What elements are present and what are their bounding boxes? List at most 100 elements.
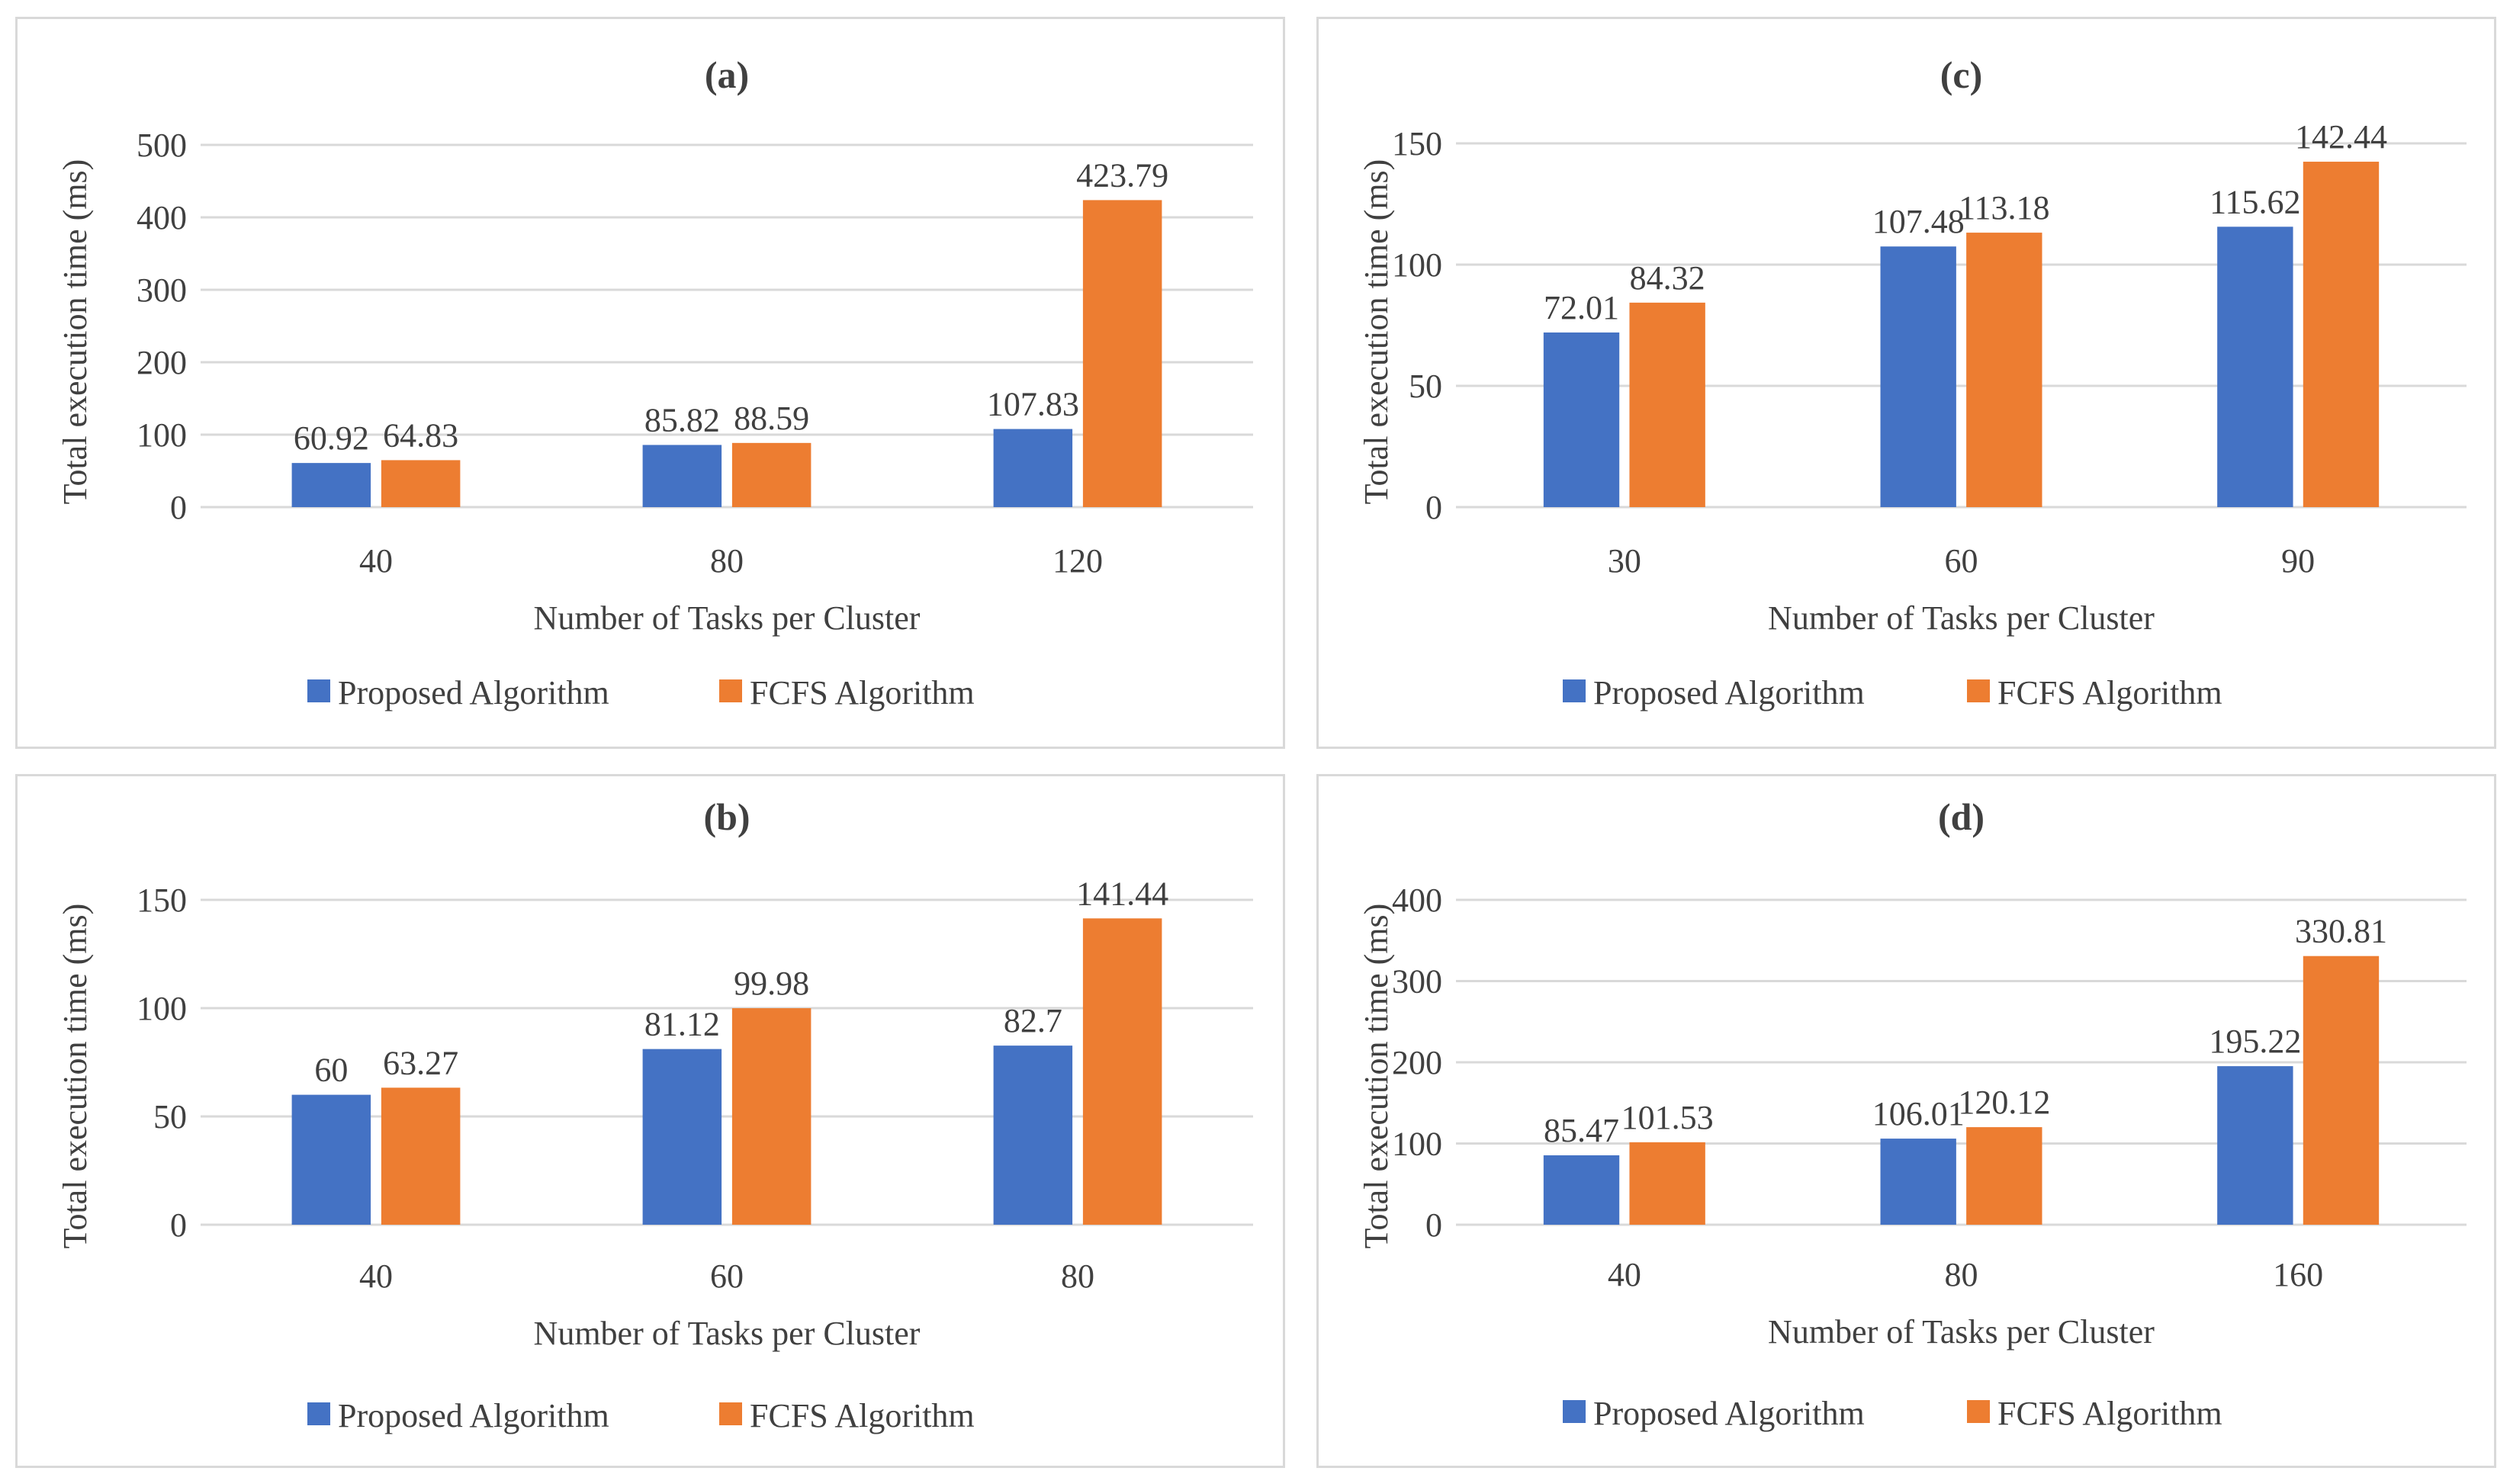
data-label: 141.44 bbox=[1076, 875, 1168, 912]
bar-fcfs-30 bbox=[1629, 302, 1705, 507]
data-label: 82.7 bbox=[1004, 1002, 1062, 1039]
x-category-label: 160 bbox=[2273, 1256, 2323, 1293]
legend-label: FCFS Algorithm bbox=[1997, 674, 2222, 711]
bar-fcfs-80 bbox=[731, 442, 811, 507]
chart-panel-b: (b) 0 50 100 150 Total execution time (ms) 60 6… bbox=[15, 774, 1285, 1468]
chart-panel-d: (d) 0 100 200 300 400 Total execution time (ms… bbox=[1316, 774, 2496, 1468]
chart-title: (a) bbox=[705, 53, 749, 96]
legend-label: Proposed Algorithm bbox=[338, 1397, 609, 1434]
data-label: 81.12 bbox=[644, 1006, 720, 1043]
legend-swatch-proposed bbox=[1563, 1400, 1586, 1423]
legend-swatch-fcfs bbox=[719, 1402, 742, 1425]
bar-proposed-80 bbox=[1880, 1139, 1956, 1225]
x-category-label: 60 bbox=[710, 1258, 744, 1295]
x-category-label: 80 bbox=[1061, 1258, 1094, 1295]
y-tick-label: 100 bbox=[1392, 1126, 1442, 1163]
x-category-label: 120 bbox=[1053, 542, 1103, 580]
x-axis-title: Number of Tasks per Cluster bbox=[534, 1315, 921, 1352]
x-category-label: 80 bbox=[710, 542, 744, 580]
data-label: 64.83 bbox=[383, 416, 458, 454]
y-tick-label: 100 bbox=[137, 990, 187, 1027]
x-category-label: 40 bbox=[359, 1258, 393, 1295]
bar-fcfs-120 bbox=[1082, 200, 1162, 507]
bar-proposed-40 bbox=[291, 463, 371, 507]
y-tick-label: 0 bbox=[170, 1206, 187, 1244]
data-label: 85.47 bbox=[1544, 1112, 1619, 1149]
y-axis-title: Total execution time (ms) bbox=[56, 904, 94, 1249]
data-label: 107.83 bbox=[987, 386, 1079, 423]
x-axis-title: Number of Tasks per Cluster bbox=[534, 599, 921, 637]
chart-title: (c) bbox=[1940, 53, 1983, 96]
x-category-label: 40 bbox=[359, 542, 393, 580]
bar-proposed-160 bbox=[2217, 1066, 2293, 1225]
y-axis-title: Total execution time (ms) bbox=[56, 159, 94, 505]
legend-label: FCFS Algorithm bbox=[750, 1397, 975, 1434]
y-tick-label: 0 bbox=[1425, 489, 1442, 526]
y-tick-label: 400 bbox=[137, 199, 187, 236]
legend-label: Proposed Algorithm bbox=[1593, 674, 1865, 711]
bar-fcfs-60 bbox=[1966, 233, 2042, 507]
chart-title: (b) bbox=[703, 795, 750, 838]
chart-svg-b: (b) 0 50 100 150 Total execution time (ms) 60 6… bbox=[56, 795, 1253, 1434]
x-axis-title: Number of Tasks per Cluster bbox=[1768, 1313, 2155, 1351]
chart-svg-a: (a) 0 100 200 300 400 500 Total execution time … bbox=[56, 53, 1253, 711]
y-tick-label: 0 bbox=[170, 489, 187, 526]
x-category-label: 60 bbox=[1945, 542, 1978, 580]
y-tick-label: 200 bbox=[1392, 1044, 1442, 1081]
data-label: 106.01 bbox=[1872, 1095, 1965, 1132]
bar-proposed-80 bbox=[642, 445, 722, 507]
y-tick-label: 100 bbox=[1392, 246, 1442, 284]
bar-proposed-40 bbox=[1543, 1155, 1620, 1225]
legend-label: Proposed Algorithm bbox=[1593, 1395, 1865, 1432]
legend-swatch-proposed bbox=[307, 1402, 330, 1425]
data-label: 115.62 bbox=[2210, 183, 2300, 220]
y-tick-label: 150 bbox=[137, 882, 187, 919]
y-axis-title: Total execution time (ms) bbox=[1358, 904, 1395, 1249]
data-label: 330.81 bbox=[2295, 913, 2387, 950]
data-label: 63.27 bbox=[383, 1044, 458, 1081]
legend-swatch-fcfs bbox=[1967, 679, 1990, 702]
x-category-label: 30 bbox=[1608, 542, 1641, 580]
bar-fcfs-40 bbox=[1629, 1142, 1705, 1225]
x-category-label: 90 bbox=[2281, 542, 2315, 580]
bar-proposed-80 bbox=[993, 1046, 1073, 1225]
legend-label: Proposed Algorithm bbox=[338, 674, 609, 711]
data-label: 195.22 bbox=[2209, 1023, 2301, 1060]
bar-fcfs-40 bbox=[381, 1087, 461, 1225]
bar-proposed-90 bbox=[2217, 226, 2293, 507]
legend-swatch-fcfs bbox=[1967, 1400, 1990, 1423]
data-label: 101.53 bbox=[1621, 1099, 1714, 1136]
y-tick-label: 400 bbox=[1392, 882, 1442, 919]
x-axis-title: Number of Tasks per Cluster bbox=[1768, 599, 2155, 637]
bar-fcfs-90 bbox=[2303, 162, 2380, 507]
bar-proposed-30 bbox=[1543, 332, 1620, 507]
y-tick-label: 300 bbox=[1392, 963, 1442, 1001]
data-label: 120.12 bbox=[1958, 1084, 2050, 1121]
bar-fcfs-60 bbox=[731, 1008, 811, 1225]
y-tick-label: 100 bbox=[137, 416, 187, 454]
y-tick-label: 50 bbox=[1409, 368, 1442, 405]
data-label: 107.48 bbox=[1872, 203, 1965, 240]
x-category-label: 40 bbox=[1608, 1256, 1641, 1293]
bar-proposed-40 bbox=[291, 1094, 371, 1225]
y-tick-label: 50 bbox=[153, 1098, 187, 1135]
y-tick-label: 200 bbox=[137, 344, 187, 381]
legend-swatch-fcfs bbox=[719, 679, 742, 702]
bar-proposed-120 bbox=[993, 429, 1073, 507]
data-label: 88.59 bbox=[734, 400, 809, 437]
y-tick-label: 500 bbox=[137, 127, 187, 164]
bar-fcfs-80 bbox=[1082, 918, 1162, 1225]
legend-swatch-proposed bbox=[307, 679, 330, 702]
legend-label: FCFS Algorithm bbox=[750, 674, 975, 711]
data-label: 60 bbox=[314, 1052, 348, 1089]
bar-proposed-60 bbox=[1880, 246, 1956, 507]
data-label: 72.01 bbox=[1544, 289, 1619, 326]
y-tick-label: 300 bbox=[137, 271, 187, 309]
bar-fcfs-160 bbox=[2303, 956, 2380, 1225]
chart-title: (d) bbox=[1938, 795, 1985, 838]
data-label: 84.32 bbox=[1630, 259, 1705, 297]
y-tick-label: 0 bbox=[1425, 1206, 1442, 1244]
chart-panel-c: (c) 0 50 100 150 Total execution time (ms) 72.… bbox=[1316, 17, 2496, 749]
